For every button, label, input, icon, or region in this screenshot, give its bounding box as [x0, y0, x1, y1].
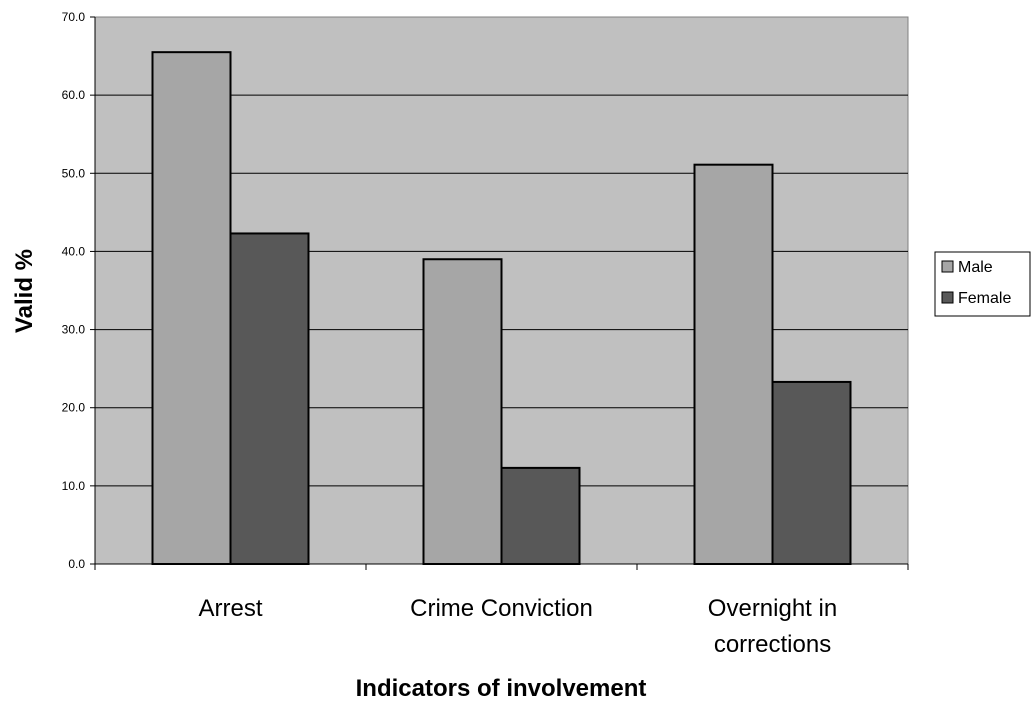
- x-category-label: Overnight in: [708, 595, 837, 622]
- y-tick-label: 20.0: [62, 401, 86, 415]
- y-tick-label: 10.0: [62, 479, 86, 493]
- axes: [90, 16, 909, 570]
- x-category-label: Crime Conviction: [410, 595, 593, 622]
- y-tick-label: 70.0: [62, 10, 86, 24]
- bar-male-2: [693, 163, 774, 565]
- bar-female-2: [771, 380, 852, 566]
- bars: [151, 51, 852, 566]
- y-tick-label: 60.0: [62, 88, 86, 102]
- legend-label-female: Female: [958, 290, 1011, 307]
- y-tick-label: 50.0: [62, 166, 86, 180]
- x-category-label: Arrest: [198, 595, 262, 622]
- y-tick-label: 0.0: [68, 557, 85, 571]
- legend-swatch-female: [941, 291, 954, 304]
- legend-label-male: Male: [958, 259, 993, 276]
- bar-female-1: [500, 466, 581, 565]
- y-axis-title: Valid %: [11, 249, 38, 333]
- x-axis-title: Indicators of involvement: [356, 675, 647, 702]
- bar-male-0: [151, 51, 232, 566]
- legend-swatch-male: [941, 260, 954, 273]
- bar-male-1: [422, 258, 503, 565]
- bar-female-0: [229, 232, 310, 565]
- y-tick-label: 30.0: [62, 323, 86, 337]
- x-category-labels: Arrest Crime Conviction Overnight in correc…: [198, 595, 837, 658]
- y-tick-labels: 0.0 10.0 20.0 30.0 40.0 50.0 60.0 70.0: [62, 10, 86, 571]
- x-category-label: corrections: [714, 631, 831, 658]
- y-tick-label: 40.0: [62, 244, 86, 258]
- legend: Male Female: [934, 251, 1031, 317]
